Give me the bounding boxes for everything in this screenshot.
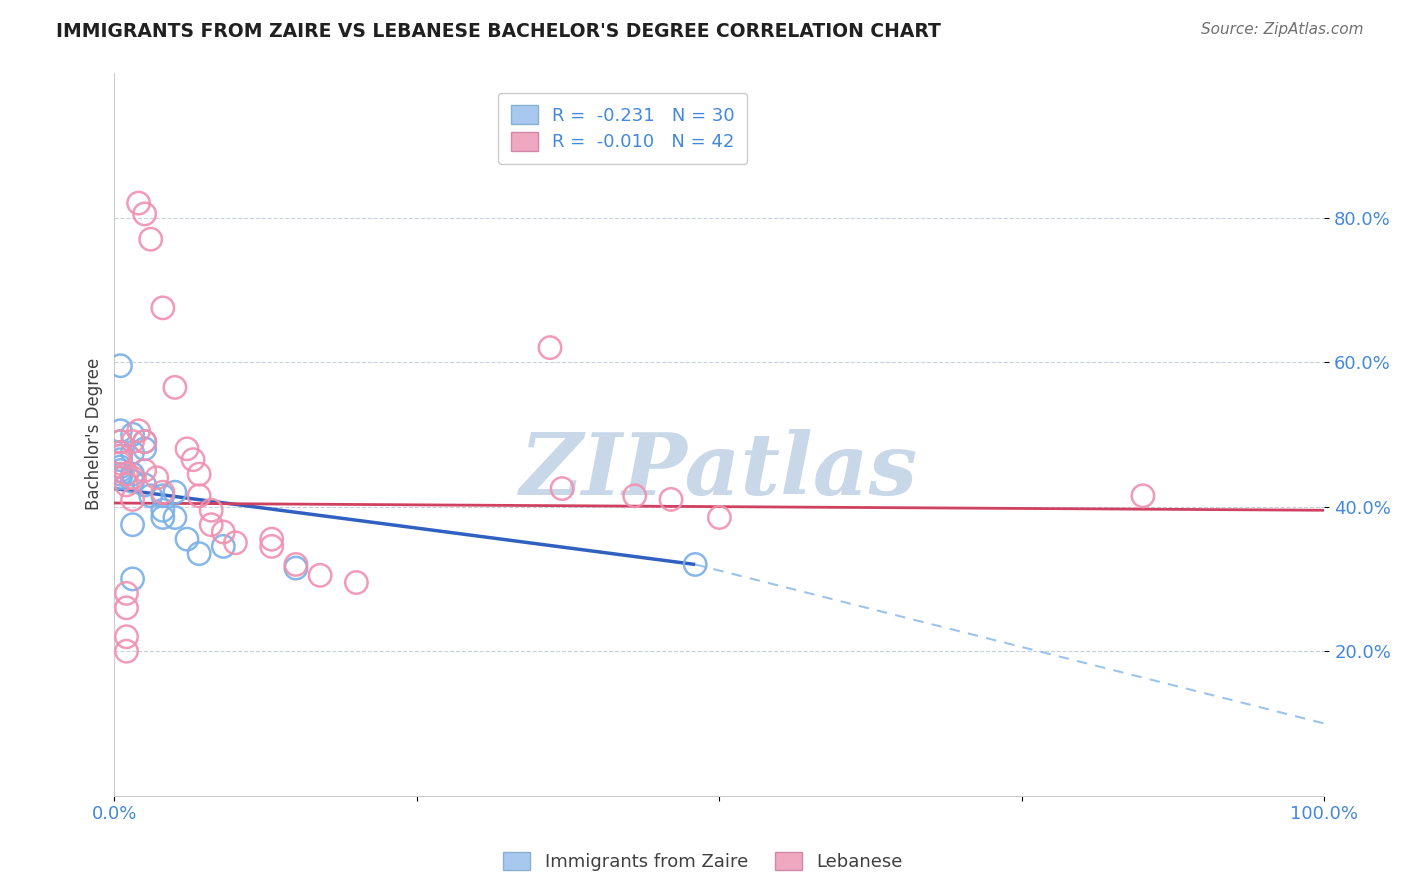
Point <box>110 449 132 463</box>
Point <box>110 471 132 485</box>
Point <box>115 467 138 482</box>
Point <box>139 232 162 246</box>
Legend: R =  -0.231   N = 30, R =  -0.010   N = 42: R = -0.231 N = 30, R = -0.010 N = 42 <box>498 93 748 164</box>
Point <box>309 568 332 582</box>
Point <box>134 478 156 492</box>
Point <box>1132 489 1154 503</box>
Point <box>121 475 143 489</box>
Point <box>121 572 143 586</box>
Point <box>260 532 283 546</box>
Point <box>212 524 235 539</box>
Point <box>110 463 132 477</box>
Point <box>260 540 283 554</box>
Point <box>134 463 156 477</box>
Point <box>110 459 132 474</box>
Point <box>683 558 706 572</box>
Point <box>188 489 211 503</box>
Y-axis label: Bachelor's Degree: Bachelor's Degree <box>86 359 103 510</box>
Point <box>188 467 211 482</box>
Point <box>115 600 138 615</box>
Point <box>128 196 150 211</box>
Point <box>224 536 246 550</box>
Legend: Immigrants from Zaire, Lebanese: Immigrants from Zaire, Lebanese <box>496 845 910 879</box>
Text: Source: ZipAtlas.com: Source: ZipAtlas.com <box>1201 22 1364 37</box>
Point <box>134 207 156 221</box>
Point <box>284 558 307 572</box>
Point <box>284 561 307 575</box>
Point <box>121 492 143 507</box>
Point <box>188 547 211 561</box>
Point <box>110 456 132 470</box>
Point <box>121 445 143 459</box>
Point <box>121 467 143 482</box>
Point <box>212 540 235 554</box>
Point <box>128 424 150 438</box>
Point <box>110 445 132 459</box>
Point <box>115 644 138 658</box>
Point <box>139 489 162 503</box>
Point <box>152 485 174 500</box>
Text: ZIPatlas: ZIPatlas <box>520 429 918 512</box>
Point <box>110 467 132 482</box>
Point <box>121 471 143 485</box>
Point <box>163 485 186 500</box>
Point <box>163 510 186 524</box>
Point <box>115 478 138 492</box>
Point <box>115 586 138 600</box>
Point <box>110 449 132 463</box>
Point <box>538 341 561 355</box>
Point <box>152 489 174 503</box>
Point <box>709 510 731 524</box>
Point <box>110 424 132 438</box>
Point <box>152 503 174 517</box>
Point <box>145 471 167 485</box>
Point <box>121 427 143 442</box>
Point <box>110 434 132 449</box>
Point <box>623 489 645 503</box>
Point <box>110 434 132 449</box>
Point <box>659 492 682 507</box>
Point <box>163 380 186 394</box>
Point <box>134 442 156 456</box>
Point <box>115 630 138 644</box>
Point <box>200 517 222 532</box>
Point <box>110 452 132 467</box>
Point <box>152 510 174 524</box>
Point <box>121 434 143 449</box>
Point <box>121 517 143 532</box>
Point <box>200 503 222 517</box>
Point <box>176 442 198 456</box>
Point <box>110 445 132 459</box>
Point <box>134 434 156 449</box>
Point <box>181 452 204 467</box>
Point <box>134 434 156 449</box>
Point <box>551 482 574 496</box>
Point <box>110 359 132 373</box>
Point <box>344 575 367 590</box>
Point <box>152 301 174 315</box>
Text: IMMIGRANTS FROM ZAIRE VS LEBANESE BACHELOR'S DEGREE CORRELATION CHART: IMMIGRANTS FROM ZAIRE VS LEBANESE BACHEL… <box>56 22 941 41</box>
Point <box>176 532 198 546</box>
